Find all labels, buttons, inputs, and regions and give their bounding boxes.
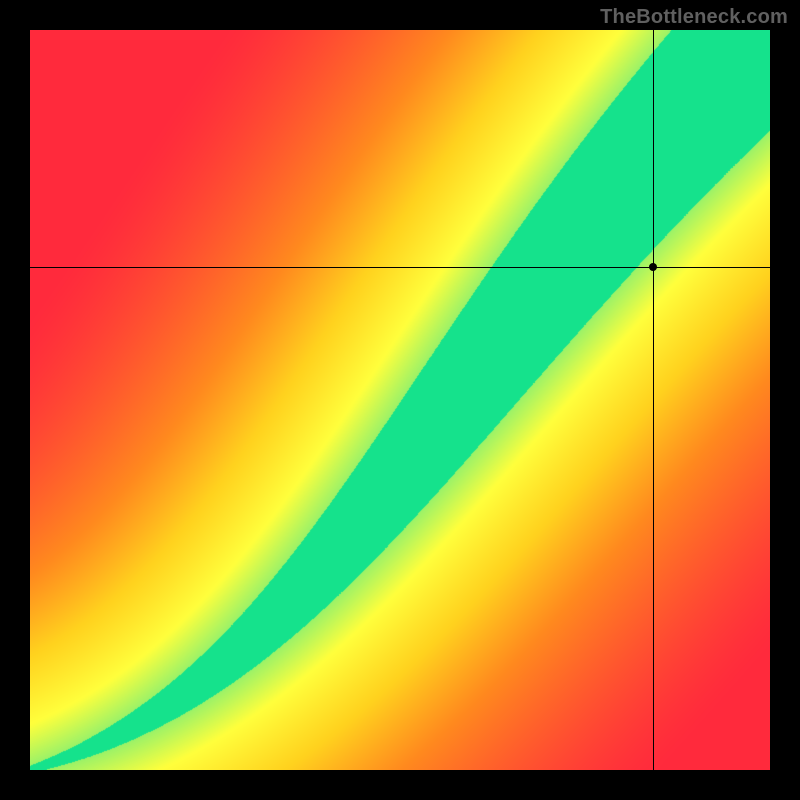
watermark-text: TheBottleneck.com [600,6,788,29]
crosshair-horizontal [30,267,770,268]
crosshair-dot [649,263,657,271]
heatmap-canvas [30,30,770,770]
plot-area [30,30,770,770]
crosshair-vertical [653,30,654,770]
chart-container: TheBottleneck.com [0,0,800,800]
